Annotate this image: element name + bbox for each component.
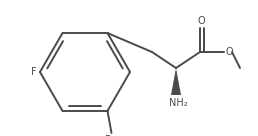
Text: F: F bbox=[31, 67, 37, 77]
Text: NH₂: NH₂ bbox=[169, 98, 187, 108]
Text: Br: Br bbox=[105, 135, 116, 136]
Text: O: O bbox=[198, 16, 205, 26]
Polygon shape bbox=[171, 68, 181, 95]
Text: O: O bbox=[226, 47, 234, 57]
